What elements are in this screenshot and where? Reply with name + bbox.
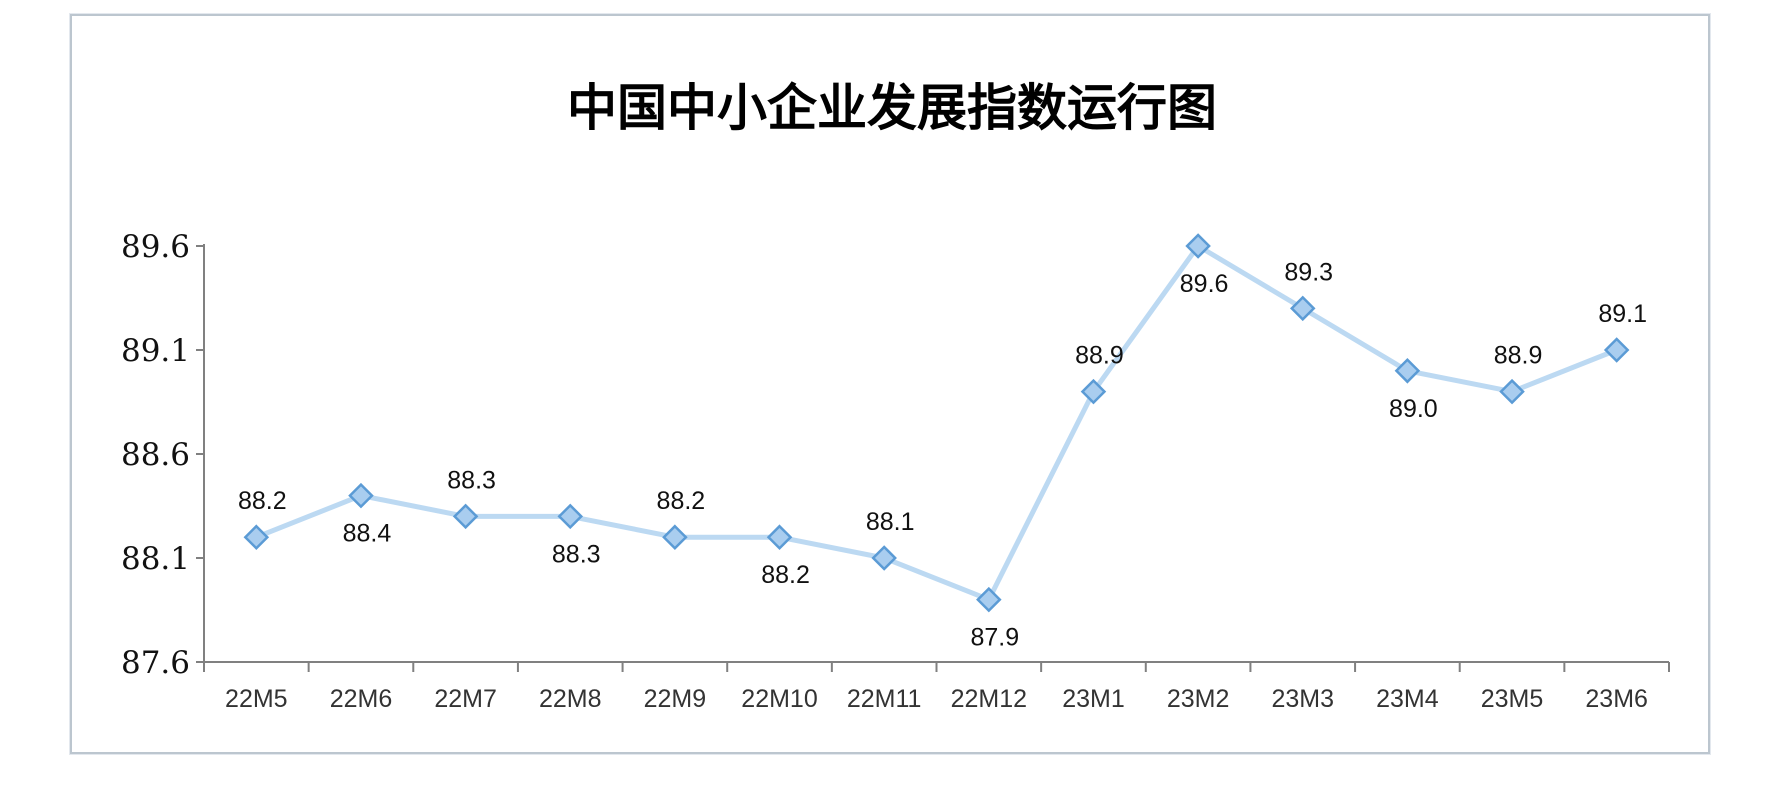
x-tick-label: 22M5 — [225, 685, 288, 713]
x-tick-label: 23M5 — [1481, 685, 1544, 713]
data-label: 88.9 — [1494, 342, 1543, 370]
x-tick-label: 22M6 — [330, 685, 393, 713]
data-point-marker — [1289, 295, 1316, 322]
y-tick-label: 89.1 — [121, 333, 190, 369]
data-point-marker — [452, 503, 479, 530]
data-point-marker — [1080, 378, 1107, 405]
y-tick-label: 88.6 — [121, 437, 190, 473]
x-axis-ticks: 22M5 22M6 22M7 22M8 22M9 22M10 22M11 22M12 23M1 2… — [203, 662, 1670, 713]
x-tick-label: 22M9 — [644, 685, 707, 713]
data-point-marker — [662, 524, 688, 550]
data-label: 89.0 — [1389, 395, 1438, 423]
chart-title: 中国中小企业发展指数运行图 — [567, 78, 1217, 137]
data-point-marker — [1499, 378, 1525, 405]
axes — [203, 244, 1669, 663]
data-label: 88.9 — [1075, 342, 1124, 370]
x-tick-label: 23M3 — [1271, 685, 1334, 713]
data-point-marker — [871, 545, 897, 571]
x-tick-label: 22M7 — [434, 685, 497, 713]
x-tick-label: 23M6 — [1585, 685, 1648, 713]
series-line — [255, 243, 1618, 603]
data-point-marker — [243, 524, 270, 550]
data-point-marker — [1603, 337, 1630, 363]
data-label: 88.2 — [761, 561, 810, 589]
data-point-marker — [557, 503, 584, 530]
data-point-marker — [766, 524, 793, 550]
data-label: 89.6 — [1180, 270, 1229, 298]
x-tick-label: 22M12 — [951, 685, 1027, 713]
data-point-marker — [976, 586, 1002, 613]
data-label: 88.2 — [657, 487, 706, 515]
line-chart: 87.688.188.689.189.6 22M5 22M6 22M7 22M8 22M… — [121, 229, 1670, 713]
data-label: 87.9 — [970, 624, 1019, 652]
data-label: 88.3 — [552, 540, 601, 568]
series-polyline — [255, 243, 1618, 603]
chart-frame: 中国中小企业发展指数运行图 87.6 88.1 88.6 89.1 89.6 22M5 2… — [70, 14, 1710, 754]
x-tick-label: 23M4 — [1376, 685, 1439, 713]
x-tick-label: 23M2 — [1167, 685, 1230, 713]
data-label: 89.1 — [1598, 300, 1647, 328]
series-markers — [243, 233, 1630, 613]
data-label: 88.3 — [447, 466, 496, 494]
x-tick-label: 22M8 — [539, 685, 602, 713]
data-point-marker — [1394, 358, 1421, 384]
data-label: 88.2 — [238, 487, 287, 515]
y-axis-ticks: 87.6 88.1 88.6 89.1 89.6 — [121, 229, 204, 681]
data-label: 88.4 — [343, 520, 392, 548]
data-labels: 88.2 88.4 88.3 88.3 88.2 88.2 88.1 87.9 88.9 89.6… — [238, 258, 1647, 651]
y-tick-label: 87.6 — [121, 645, 190, 681]
data-label: 88.1 — [866, 508, 915, 536]
data-point-marker — [348, 482, 374, 509]
x-tick-label: 23M1 — [1062, 685, 1125, 713]
x-tick-label: 22M11 — [847, 685, 922, 713]
y-tick-label: 89.6 — [121, 229, 190, 265]
y-tick-label: 88.1 — [121, 541, 190, 577]
data-point-marker — [1185, 233, 1211, 259]
x-tick-label: 22M10 — [741, 685, 817, 713]
data-label: 89.3 — [1284, 258, 1333, 286]
